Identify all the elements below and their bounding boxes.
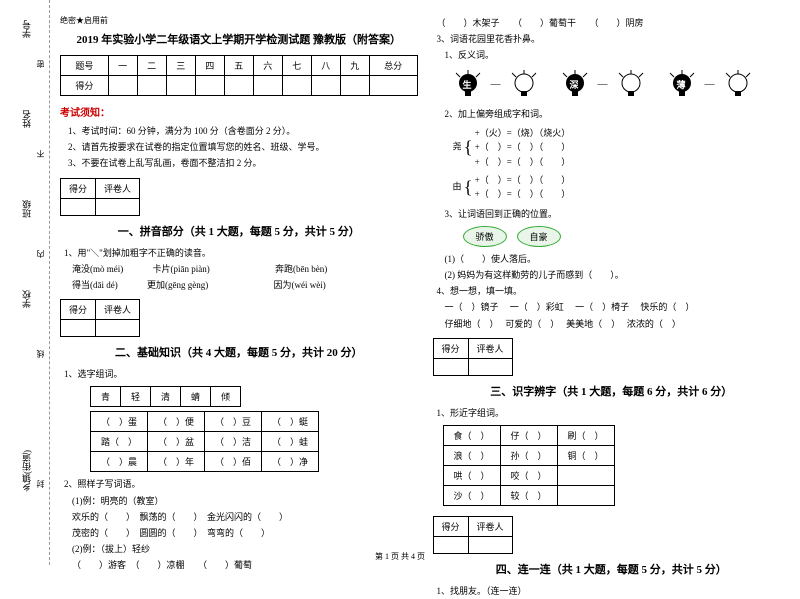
bracket-group: 由 { +（ ）=（ ）（ ） +（ ）=（ ）（ ） xyxy=(453,173,791,202)
q: 4、想一想，填一填。 xyxy=(437,283,791,299)
right-column: （ ）木架子 （ ）葡萄干 （ ）阴房 3、词语花园里花香扑鼻。 1、反义词。 … xyxy=(433,15,791,560)
q: 2、照样子写词语。 xyxy=(64,476,418,492)
content: 绝密★启用前 2019 年实验小学二年级语文上学期开学检测试题 豫教版（附答案）… xyxy=(50,0,800,565)
dash-label: 封 xyxy=(35,480,46,488)
section-title: 四、连一连（共 1 大题，每题 5 分，共计 5 分） xyxy=(433,561,791,577)
pinyin-row: 得当(dāi dé) 更加(gēng gèng) 因为(wéi wèi) xyxy=(72,277,418,293)
score-box: 得分评卷人 xyxy=(60,299,140,337)
bulb-icon: 薄 xyxy=(667,70,697,100)
q: 1、选字组词。 xyxy=(64,366,418,382)
td[interactable] xyxy=(108,76,137,96)
th: 四 xyxy=(195,56,224,76)
char-header: 青 轻 清 蜻 倾 xyxy=(90,386,241,407)
bulb-icon: 生 xyxy=(453,70,483,100)
q: 1、用"＼"划掉加粗字不正确的读音。 xyxy=(64,245,418,261)
line: （ ）木架子 （ ）葡萄干 （ ）阴房 xyxy=(437,15,791,31)
page-footer: 第 1 页 共 4 页 xyxy=(0,551,800,562)
notice-item: 2、请首先按要求在试卷的指定位置填写您的姓名、班级、学号。 xyxy=(68,139,418,155)
notice-title: 考试须知： xyxy=(60,104,418,119)
sidebar-label: 学号 xyxy=(20,20,33,38)
sidebar-label: 乡镇(街道) xyxy=(20,450,33,492)
th: 总分 xyxy=(369,56,417,76)
sub: 1、反义词。 xyxy=(445,47,791,63)
th: 六 xyxy=(253,56,282,76)
q: 3、词语花园里花香扑鼻。 xyxy=(437,31,791,47)
score-table: 题号 一 二 三 四 五 六 七 八 九 总分 得分 xyxy=(60,55,418,96)
fill-row: 一（ ）镜子 一（ ）彩虹 一（ ）椅子 快乐的（ ） xyxy=(445,299,791,315)
sidebar-label: 学校 xyxy=(20,290,33,308)
sub: 3、让词语回到正确的位置。 xyxy=(445,206,791,222)
score-box: 得分评卷人 xyxy=(433,516,513,554)
bulb-row: 生 — 深 — 薄 — xyxy=(453,70,791,100)
th: 二 xyxy=(137,56,166,76)
score-box: 得分评卷人 xyxy=(433,338,513,376)
th: 题号 xyxy=(61,56,109,76)
bulb-icon: 深 xyxy=(560,70,590,100)
exam-title: 2019 年实验小学二年级语文上学期开学检测试题 豫教版（附答案） xyxy=(60,31,418,47)
binding-sidebar: 学号 姓名 班级 学校 乡镇(街道) 密 不 内 线 封 xyxy=(0,0,50,565)
page: 学号 姓名 班级 学校 乡镇(街道) 密 不 内 线 封 绝密★启用前 2019… xyxy=(0,0,800,565)
pinyin-row: 淹没(mò méi) 卡片(piān piàn) 奔跑(bēn bèn) xyxy=(72,261,418,277)
bulb-icon xyxy=(616,70,646,100)
dash-label: 不 xyxy=(35,150,46,158)
bracket-group: 尧 { +（火）=（烧）（烧火） +（ ）=（ ）（ ） +（ ）=（ ）（ ） xyxy=(453,126,791,169)
th: 三 xyxy=(166,56,195,76)
q: 1、找朋友。（连一连） xyxy=(437,583,791,599)
q: 1、形近字组词。 xyxy=(437,405,791,421)
notice-list: 1、考试时间：60 分钟，满分为 100 分（含卷面分 2 分）。 2、请首先按… xyxy=(68,123,418,172)
secret-label: 绝密★启用前 xyxy=(60,15,418,26)
th: 八 xyxy=(311,56,340,76)
td: 得分 xyxy=(61,76,109,96)
shape-table: 食（ ）仔（ ）刷（ ） 浪（ ）孙（ ）铜（ ） 哄（ ）咬（ ） 沙（ ）较… xyxy=(443,425,615,506)
notice-item: 1、考试时间：60 分钟，满分为 100 分（含卷面分 2 分）。 xyxy=(68,123,418,139)
bulb-icon xyxy=(723,70,753,100)
oval-row: 骄傲 自豪 xyxy=(463,226,791,247)
brace-icon: { xyxy=(464,133,473,162)
dash-label: 密 xyxy=(35,60,46,68)
th: 一 xyxy=(108,56,137,76)
section-title: 二、基础知识（共 4 大题，每题 5 分，共计 20 分） xyxy=(60,344,418,360)
score-box: 得分评卷人 xyxy=(60,178,140,216)
fill-row: 仔细地（ ） 可爱的（ ） 美美地（ ） 浓浓的（ ） xyxy=(445,316,791,332)
left-column: 绝密★启用前 2019 年实验小学二年级语文上学期开学检测试题 豫教版（附答案）… xyxy=(60,15,418,560)
char-table: （ ）蛋（ ）便（ ）豆（ ）蜓 踏（ ）（ ）盆（ ）洁（ ）蛙 （ ）晨（ … xyxy=(90,411,319,472)
section-title: 一、拼音部分（共 1 大题，每题 5 分，共计 5 分） xyxy=(60,223,418,239)
section-title: 三、识字辨字（共 1 大题，每题 6 分，共计 6 分） xyxy=(433,383,791,399)
notice-item: 3、不要在试卷上乱写乱画，卷面不整洁扣 2 分。 xyxy=(68,155,418,171)
word-oval: 自豪 xyxy=(517,226,561,247)
bulb-icon xyxy=(509,70,539,100)
th: 七 xyxy=(282,56,311,76)
brace-icon: { xyxy=(464,173,473,202)
sidebar-label: 姓名 xyxy=(20,110,33,128)
word-oval: 骄傲 xyxy=(463,226,507,247)
th: 五 xyxy=(224,56,253,76)
th: 九 xyxy=(340,56,369,76)
dash-label: 内 xyxy=(35,250,46,258)
sidebar-label: 班级 xyxy=(20,200,33,218)
dash-label: 线 xyxy=(35,350,46,358)
sub: 2、加上偏旁组成字和词。 xyxy=(445,106,791,122)
